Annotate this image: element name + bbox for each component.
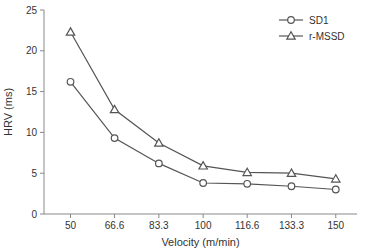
- data-point: [332, 175, 340, 182]
- x-tick: [158, 214, 159, 218]
- y-tick-label: 5: [31, 168, 37, 179]
- x-tick: [335, 214, 336, 218]
- series-line: [71, 32, 336, 179]
- y-tick-label: 20: [26, 45, 38, 56]
- x-tick-label: 66.6: [105, 220, 125, 231]
- data-point: [244, 181, 251, 188]
- chart: 50 66.6 83.3 100 116.6 133.3 150 0 5 10 15 20 25 Velo…: [0, 0, 367, 252]
- y-tick: [40, 214, 44, 215]
- data-point: [288, 183, 295, 190]
- x-tick: [70, 214, 71, 218]
- data-point: [156, 160, 163, 167]
- x-tick-label: 100: [195, 220, 212, 231]
- y-axis-line: [44, 10, 45, 214]
- x-tick-label: 50: [65, 220, 77, 231]
- x-tick-label: 150: [327, 220, 344, 231]
- x-tick: [114, 214, 115, 218]
- data-point: [110, 105, 118, 112]
- data-point: [199, 162, 207, 169]
- x-tick: [247, 214, 248, 218]
- x-tick: [203, 214, 204, 218]
- data-point: [287, 169, 295, 176]
- x-tick: [291, 214, 292, 218]
- y-tick-label: 0: [31, 209, 37, 220]
- data-point: [67, 79, 74, 86]
- legend-label: SD1: [309, 15, 329, 26]
- x-axis-line: [44, 214, 357, 215]
- data-point: [200, 180, 207, 187]
- data-point: [155, 139, 163, 146]
- y-tick: [40, 132, 44, 133]
- data-point: [243, 168, 251, 175]
- y-tick-label: 15: [26, 86, 38, 97]
- chart-container: 50 66.6 83.3 100 116.6 133.3 150 0 5 10 15 20 25 Velo…: [0, 0, 367, 252]
- x-axis-label: Velocity (m/min): [161, 236, 239, 248]
- y-tick-label: 10: [26, 127, 38, 138]
- x-tick-label: 116.6: [235, 220, 260, 231]
- data-point: [332, 186, 339, 193]
- y-tick: [40, 50, 44, 51]
- plot-area: [66, 28, 340, 193]
- y-tick: [40, 10, 44, 11]
- data-point: [111, 135, 118, 142]
- y-tick: [40, 173, 44, 174]
- data-point: [66, 28, 74, 35]
- y-tick-label: 25: [26, 5, 38, 16]
- legend-marker: [287, 32, 295, 39]
- y-tick: [40, 91, 44, 92]
- legend-marker: [288, 17, 295, 24]
- legend: SD1 r-MSSD: [279, 15, 345, 42]
- x-tick-label: 83.3: [149, 220, 169, 231]
- y-axis-label: HRV (ms): [2, 88, 14, 136]
- x-tick-label: 133.3: [279, 220, 304, 231]
- legend-label: r-MSSD: [309, 31, 345, 42]
